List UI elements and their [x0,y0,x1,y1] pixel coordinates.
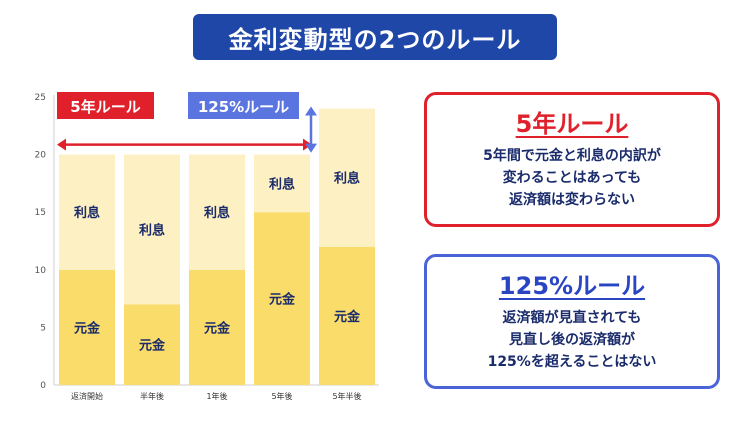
bar-principal [124,304,180,385]
pct125-rule-line-2: 見直し後の返済額が [509,332,635,348]
bar-label-interest: 利息 [269,176,295,192]
five-year-label: 5年ルール [70,98,140,116]
y-tick-label: 0 [40,381,46,391]
pct125-label: 125%ルール [198,98,289,116]
pct125-arrow-head-down [305,143,317,153]
pct125-rule-line-1: 返済額が見直されても [502,310,642,326]
five-year-rule-line-2: 変わることはあっても [502,170,642,186]
y-tick-label: 15 [35,208,46,218]
bar-interest [319,108,375,247]
page-title: 金利変動型の2つのルール [193,14,557,60]
bar-label-interest: 利息 [74,205,100,221]
pct125-label-box [188,92,299,119]
bar-interest [124,154,180,305]
pct125-rule-line-3: 125%を超えることはない [487,354,657,370]
y-tick-label: 25 [35,93,46,103]
pct125-rule-card: 125%ルール 返済額が見直されても 見直し後の返済額が 125%を超えることは… [424,254,720,389]
five-year-rule-card-title: 5年ルール [515,110,629,138]
bar-interest [189,154,245,270]
bar-principal [189,269,245,385]
bar-label-principal: 元金 [74,320,101,336]
bar-principal [59,269,115,385]
bar-interest [59,154,115,270]
five-year-rule-card: 5年ルール 5年間で元金と利息の内訳が 変わることはあっても 返済額は変わらない [424,92,720,227]
five-year-rule-line-1: 5年間で元金と利息の内訳が [483,148,661,164]
five-year-arrow-head-left [57,138,66,151]
y-tick-label: 20 [35,151,47,161]
x-tick-label: 5年半後 [332,391,361,401]
bar-label-principal: 元金 [334,309,361,325]
x-tick-label: 1年後 [206,391,227,401]
bar-principal [254,212,310,385]
x-tick-label: 返済開始 [71,391,103,401]
y-tick-label: 10 [35,266,47,276]
five-year-label-box [57,92,154,119]
bar-label-interest: 利息 [139,222,165,238]
bar-principal [319,246,375,385]
pct125-rule-card-title: 125%ルール [498,272,646,300]
x-tick-label: 5年後 [271,391,292,401]
bar-label-principal: 元金 [204,320,231,336]
y-tick-label: 5 [40,323,46,333]
five-year-rule-line-3: 返済額は変わらない [509,192,635,208]
bar-label-interest: 利息 [334,171,360,187]
pct125-arrow-head-up [305,106,317,116]
bar-label-principal: 元金 [269,292,296,308]
bar-interest [254,154,310,213]
x-tick-label: 半年後 [140,391,164,401]
bar-label-principal: 元金 [139,338,166,354]
bar-label-interest: 利息 [204,205,230,221]
